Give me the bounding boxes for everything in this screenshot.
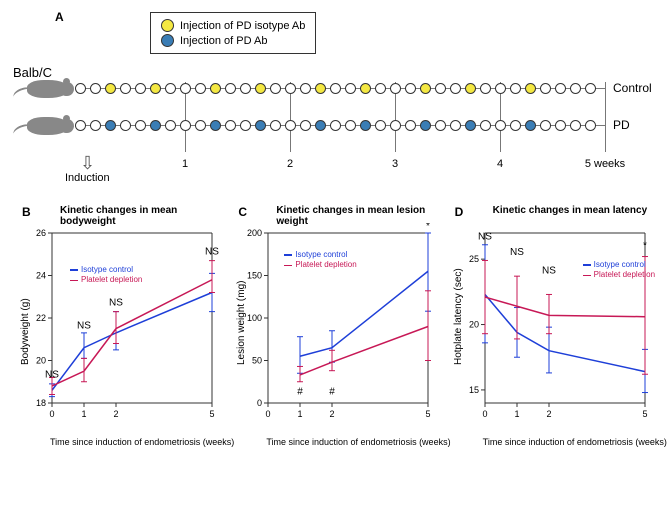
svg-text:1: 1 (298, 409, 303, 419)
svg-text:15: 15 (469, 385, 479, 395)
svg-text:150: 150 (247, 271, 262, 281)
svg-text:NS: NS (542, 266, 556, 277)
svg-text:2: 2 (113, 409, 118, 419)
panel-a-label: A (55, 10, 64, 24)
panel-a-legend: Injection of PD isotype AbInjection of P… (150, 12, 316, 54)
svg-text:0: 0 (266, 409, 271, 419)
svg-text:100: 100 (247, 313, 262, 323)
svg-text:0: 0 (49, 409, 54, 419)
svg-text:5: 5 (426, 409, 431, 419)
svg-text:#: # (330, 387, 336, 398)
svg-text:0: 0 (482, 409, 487, 419)
svg-text:2: 2 (330, 409, 335, 419)
chart-c: CKinetic changes in mean lesion weightLe… (226, 205, 442, 465)
svg-text:*: * (426, 223, 430, 232)
svg-text:20: 20 (469, 320, 479, 330)
svg-text:25: 25 (469, 254, 479, 264)
svg-text:26: 26 (36, 228, 46, 238)
svg-text:*: * (643, 241, 647, 252)
svg-text:1: 1 (81, 409, 86, 419)
svg-text:NS: NS (109, 297, 123, 308)
svg-text:NS: NS (205, 246, 219, 257)
panel-a: A Injection of PD isotype AbInjection of… (10, 10, 659, 190)
svg-text:18: 18 (36, 398, 46, 408)
svg-text:NS: NS (77, 321, 91, 332)
svg-text:50: 50 (252, 356, 262, 366)
svg-text:200: 200 (247, 228, 262, 238)
chart-b: BKinetic changes in mean bodyweightBodyw… (10, 205, 226, 465)
svg-text:1: 1 (514, 409, 519, 419)
svg-text:24: 24 (36, 271, 46, 281)
svg-text:5: 5 (209, 409, 214, 419)
svg-text:0: 0 (257, 398, 262, 408)
svg-text:20: 20 (36, 356, 46, 366)
svg-text:NS: NS (510, 247, 524, 258)
svg-text:#: # (298, 387, 304, 398)
svg-text:5: 5 (642, 409, 647, 419)
svg-text:22: 22 (36, 313, 46, 323)
svg-text:2: 2 (546, 409, 551, 419)
svg-text:NS: NS (478, 232, 492, 243)
chart-d: DKinetic changes in mean latencyHotplate… (443, 205, 659, 465)
charts-row: BKinetic changes in mean bodyweightBodyw… (10, 205, 659, 465)
svg-text:NS: NS (45, 370, 59, 381)
